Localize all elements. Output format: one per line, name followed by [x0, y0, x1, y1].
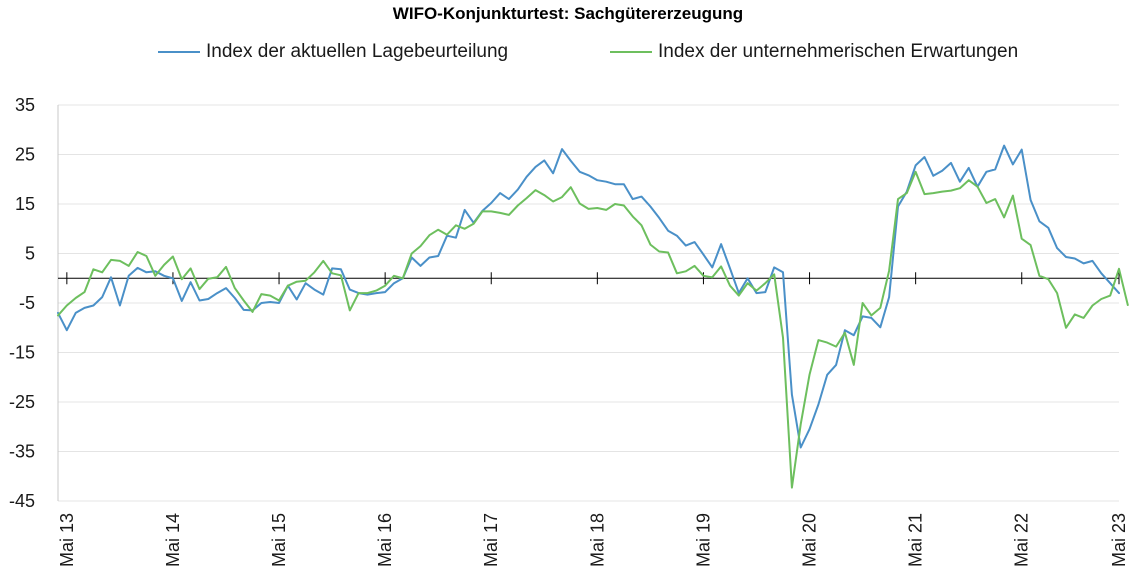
- x-tick-label: Mai 15: [269, 513, 289, 567]
- legend: Index der aktuellen Lagebeurteilung Inde…: [0, 41, 1136, 67]
- x-tick-label: Mai 13: [57, 513, 77, 567]
- legend-label-erwartungen: Index der unternehmerischen Erwartungen: [658, 41, 1019, 62]
- y-tick-label: 15: [15, 194, 35, 214]
- x-tick-label: Mai 20: [800, 513, 820, 567]
- chart-title: WIFO-Konjunkturtest: Sachgütererzeugung: [392, 4, 744, 23]
- x-tick-label: Mai 22: [1012, 513, 1032, 567]
- x-tick-label: Mai 14: [163, 513, 183, 567]
- x-tick-label: Mai 23: [1109, 513, 1129, 567]
- legend-item-lagebeurteilung: Index der aktuellen Lagebeurteilung: [158, 41, 508, 63]
- legend-swatch-lagebeurteilung: [158, 51, 200, 53]
- x-tick-label: Mai 21: [906, 513, 926, 567]
- x-tick-label: Mai 18: [587, 513, 607, 567]
- y-tick-label: 25: [15, 145, 35, 165]
- y-tick-label: -25: [9, 392, 35, 412]
- legend-item-erwartungen: Index der unternehmerischen Erwartungen: [610, 41, 1018, 63]
- x-tick-label: Mai 17: [481, 513, 501, 567]
- y-tick-label: -35: [9, 442, 35, 462]
- series-line-lagebeurteilung: [57, 144, 1120, 449]
- x-tick-label: Mai 16: [375, 513, 395, 567]
- legend-label-lagebeurteilung: Index der aktuellen Lagebeurteilung: [206, 41, 509, 62]
- y-tick-label: 5: [25, 244, 35, 264]
- series-line-erwartungen: [57, 170, 1129, 489]
- y-tick-label: -15: [9, 343, 35, 363]
- y-tick-label: 35: [15, 95, 35, 115]
- legend-swatch-erwartungen: [610, 51, 652, 53]
- y-tick-label: -45: [9, 491, 35, 511]
- y-tick-label: -5: [19, 293, 35, 313]
- x-tick-label: Mai 19: [693, 513, 713, 567]
